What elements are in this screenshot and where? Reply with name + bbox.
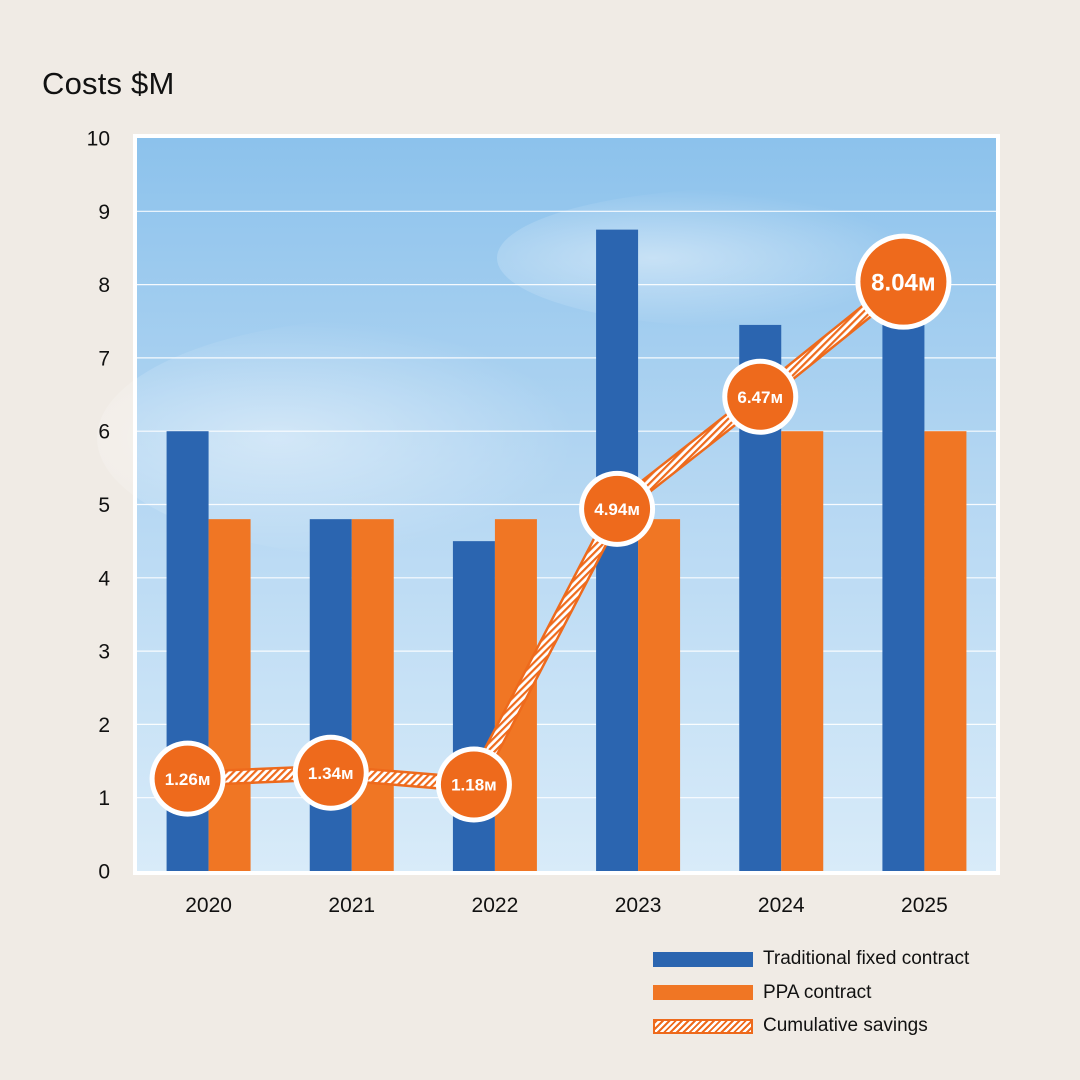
savings-data-label: 1.18м — [451, 776, 497, 795]
bar-ppa-contract-2023 — [638, 519, 681, 871]
bar-ppa-contract-2020 — [208, 519, 251, 871]
legend-swatch-savings — [653, 1018, 753, 1034]
savings-data-label: 6.47м — [737, 388, 783, 407]
legend-label-savings: Cumulative savings — [763, 1015, 928, 1036]
y-tick-label: 8 — [98, 274, 110, 297]
savings-data-label: 4.94м — [594, 500, 640, 519]
legend-swatch-ppa — [653, 985, 753, 1000]
savings-data-label: 8.04м — [871, 269, 935, 296]
legend-swatch-traditional — [653, 951, 753, 967]
bar-traditional-fixed-contract-2025 — [882, 324, 925, 871]
savings-point-2021: 1.34м — [292, 734, 369, 811]
legend-label-traditional: Traditional fixed contract — [763, 948, 970, 969]
x-tick-label: 2024 — [758, 894, 805, 917]
savings-point-2023: 4.94м — [579, 470, 656, 547]
savings-data-label: 1.26м — [165, 770, 211, 789]
savings-point-marker — [860, 238, 947, 325]
cumulative-savings-line: 1.26м 1.34м 1.18м 4.94м 6.47м 8.04м — [149, 233, 952, 823]
y-tick-label: 9 — [98, 201, 110, 224]
y-axis-ticks: 0 1 2 3 4 5 6 7 8 9 10 — [87, 128, 111, 884]
x-tick-label: 2021 — [328, 894, 375, 917]
x-tick-label: 2023 — [615, 894, 662, 917]
savings-point-2024: 6.47м — [722, 358, 799, 435]
x-tick-label: 2022 — [472, 894, 519, 917]
y-tick-label: 1 — [98, 787, 110, 810]
x-tick-label: 2025 — [901, 894, 948, 917]
legend: Traditional fixed contract PPA contract … — [653, 948, 969, 1049]
bar-ppa-contract-2021 — [351, 519, 394, 871]
x-tick-label: 2020 — [185, 894, 232, 917]
savings-point-2020: 1.26м — [149, 740, 226, 817]
savings-point-marker — [154, 745, 221, 812]
y-tick-label: 7 — [98, 347, 110, 370]
y-tick-label: 10 — [87, 128, 110, 151]
savings-point-marker — [727, 363, 794, 430]
y-tick-label: 6 — [98, 421, 110, 444]
plot-border — [133, 134, 1000, 875]
x-axis-ticks: 2020 2021 2022 2023 2024 2025 — [185, 894, 948, 917]
legend-item-ppa: PPA contract — [653, 982, 969, 1004]
bar-ppa-contract-2025 — [924, 431, 967, 871]
gridlines — [137, 210, 996, 799]
legend-item-traditional: Traditional fixed contract — [653, 948, 969, 970]
y-axis-title: Costs $M — [42, 66, 175, 101]
savings-point-marker — [584, 475, 651, 542]
legend-label-ppa: PPA contract — [763, 981, 872, 1003]
y-tick-label: 4 — [98, 567, 110, 590]
savings-point-2025: 8.04м — [855, 233, 952, 330]
y-tick-label: 3 — [98, 641, 110, 664]
y-tick-label: 0 — [98, 861, 110, 884]
bars — [166, 229, 967, 871]
bar-ppa-contract-2024 — [781, 431, 824, 871]
bar-traditional-fixed-contract-2021 — [309, 519, 352, 871]
legend-item-savings: Cumulative savings — [653, 1015, 969, 1037]
y-tick-label: 5 — [98, 494, 110, 517]
savings-point-2022: 1.18м — [435, 746, 512, 823]
y-tick-label: 2 — [98, 714, 110, 737]
savings-data-label: 1.34м — [308, 764, 354, 783]
savings-point-marker — [297, 739, 364, 806]
plot-frame — [133, 134, 1000, 875]
savings-point-marker — [440, 751, 507, 818]
cloud — [97, 318, 697, 558]
